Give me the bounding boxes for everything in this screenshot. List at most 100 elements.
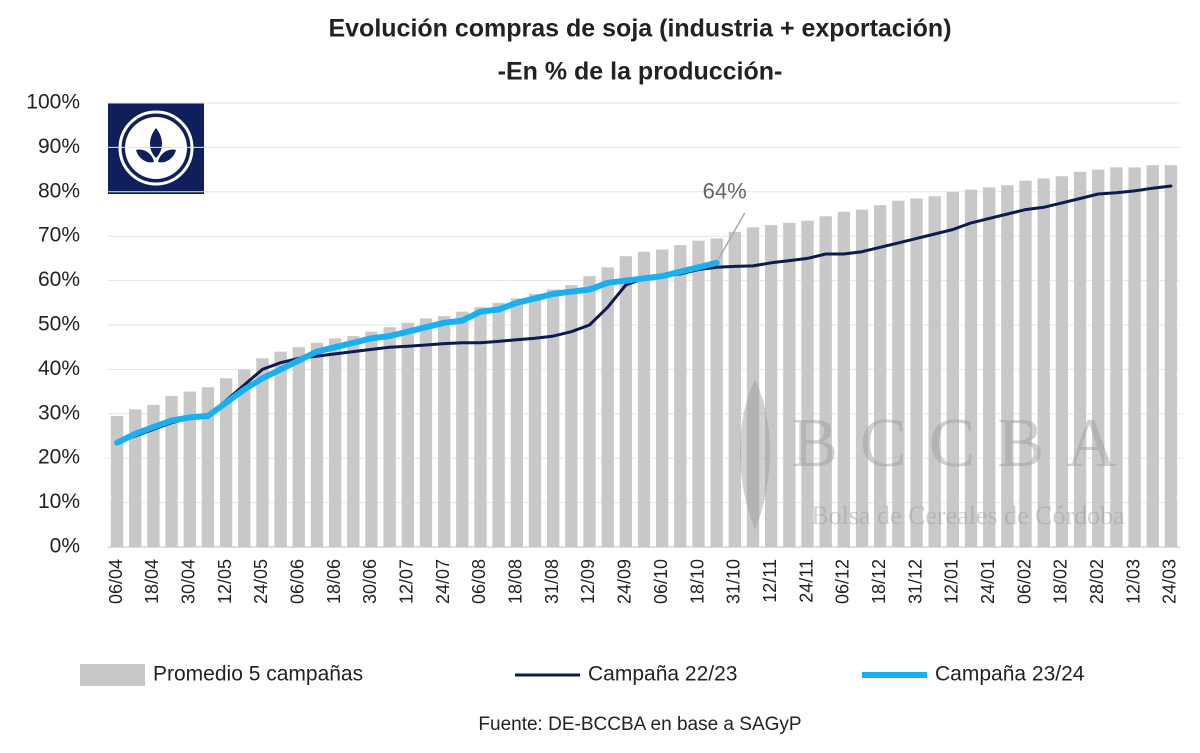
bar (674, 245, 687, 547)
bar (401, 322, 414, 547)
x-tick-label: 24/01 (978, 559, 998, 604)
bar (619, 256, 633, 547)
annotation-leader (718, 212, 746, 260)
bar (147, 404, 160, 547)
y-tick-label: 20% (38, 446, 80, 469)
bar (765, 225, 778, 547)
bar (528, 293, 542, 547)
x-tick-label: 18/04 (142, 559, 162, 604)
x-tick-label: 31/12 (905, 559, 925, 604)
bar (419, 318, 433, 547)
bar (456, 311, 469, 547)
bar (910, 198, 923, 547)
x-tick-label: 06/04 (106, 559, 126, 604)
bar (510, 298, 523, 547)
bar (1001, 185, 1014, 547)
x-tick-label: 18/06 (324, 559, 344, 604)
bar (964, 189, 978, 547)
x-tick-label: 06/12 (833, 559, 853, 604)
legend-label: Promedio 5 campañas (153, 663, 363, 686)
bar (819, 216, 832, 547)
bar (1037, 178, 1050, 548)
legend-label: Campaña 23/24 (935, 663, 1085, 686)
x-tick-label: 06/10 (651, 559, 671, 604)
x-tick-label: 30/06 (360, 559, 380, 604)
x-tick-label: 18/10 (687, 559, 707, 604)
watermark-title: BCCBA (791, 405, 1138, 482)
y-tick-label: 100% (26, 91, 80, 114)
x-tick-label: 06/02 (1014, 559, 1034, 604)
bar (1128, 167, 1141, 547)
legend-label: Campaña 22/23 (588, 663, 737, 686)
x-tick-label: 28/02 (1087, 559, 1107, 604)
bar (874, 205, 887, 547)
x-tick-label: 12/05 (215, 559, 235, 604)
x-tick-label: 31/08 (542, 559, 562, 604)
bar (601, 267, 614, 547)
x-tick-label: 18/12 (869, 559, 889, 604)
bar (1073, 171, 1087, 547)
bar (1019, 180, 1032, 547)
data-label: 64% (703, 179, 747, 204)
watermark: BCCBA Bolsa de Cereales de Córdoba (740, 380, 1138, 530)
watermark-subtitle: Bolsa de Cereales de Córdoba (811, 501, 1125, 530)
bar (546, 289, 560, 547)
bar (746, 227, 760, 547)
bar (692, 240, 705, 547)
bar (219, 378, 233, 547)
bar (365, 331, 378, 547)
bar (655, 249, 669, 547)
bar (292, 347, 305, 547)
y-tick-label: 10% (38, 490, 80, 513)
bar (201, 387, 215, 547)
bar (983, 187, 996, 548)
y-tick-label: 70% (38, 224, 80, 247)
bar (637, 251, 651, 548)
y-tick-label: 0% (50, 535, 80, 558)
x-tick-label: 18/02 (1051, 559, 1071, 604)
bar (892, 200, 905, 547)
x-tick-label: 30/04 (179, 559, 199, 604)
x-tick-label: 24/09 (615, 559, 635, 604)
x-tick-label: 06/06 (288, 559, 308, 604)
y-tick-label: 90% (38, 135, 80, 158)
bar (183, 391, 196, 547)
bar (238, 369, 251, 547)
line (114, 259, 720, 446)
bar (928, 196, 941, 548)
bar (1110, 167, 1123, 547)
y-tick-label: 40% (38, 357, 80, 380)
bar (855, 209, 869, 547)
bar (383, 327, 396, 547)
x-tick-label: 12/09 (578, 559, 598, 604)
bar (583, 276, 596, 547)
bar (1092, 169, 1105, 547)
bar (256, 358, 269, 547)
x-tick-label: 12/07 (397, 559, 417, 604)
x-tick-label: 31/10 (724, 559, 744, 604)
bar (437, 316, 451, 547)
bar (129, 409, 142, 547)
bar (310, 342, 324, 547)
bar (946, 191, 960, 548)
bar (1055, 176, 1069, 547)
bar (1164, 165, 1178, 547)
x-tick-label: 24/11 (796, 559, 816, 603)
bar (328, 338, 342, 547)
x-tick-label: 24/07 (433, 559, 453, 604)
y-tick-label: 60% (38, 268, 80, 291)
chart-title: Evolución compras de soja (industria + e… (328, 15, 951, 43)
bar (565, 285, 578, 547)
bar (783, 222, 796, 547)
bar (837, 211, 851, 547)
bar (347, 336, 360, 547)
y-tick-label: 80% (38, 179, 80, 202)
x-tick-label: 24/05 (251, 559, 271, 604)
bar (710, 238, 723, 548)
source-note: Fuente: DE-BCCBA en base a SAGyP (478, 714, 801, 735)
bar (165, 396, 178, 547)
y-tick-label: 50% (38, 313, 80, 336)
bar (492, 302, 505, 547)
x-tick-label: 06/08 (469, 559, 489, 604)
